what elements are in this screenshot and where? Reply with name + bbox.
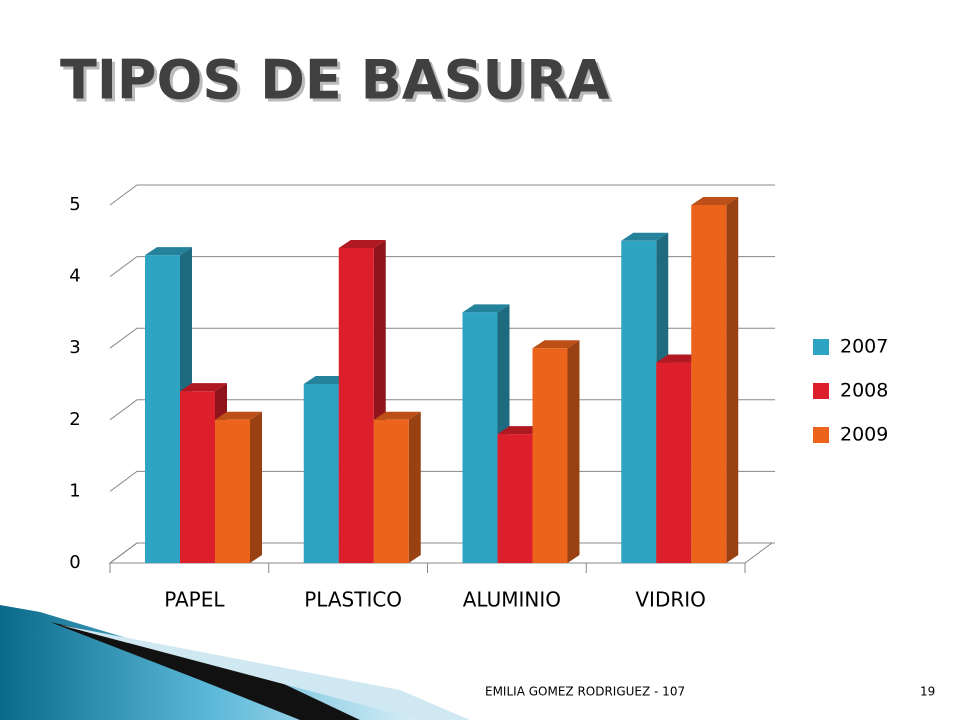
- bar-front: [532, 348, 568, 563]
- bar-top: [215, 411, 262, 420]
- bar-top: [532, 340, 580, 349]
- title-shadow: TIPOS DE BASURA: [63, 52, 613, 115]
- footer: EMILIA GOMEZ RODRIGUEZ - 107: [485, 685, 685, 699]
- bar-front: [621, 240, 657, 564]
- y-tick-label: 3: [69, 337, 80, 358]
- bar-side: [408, 411, 421, 563]
- bar-front: [303, 384, 339, 563]
- bar-top: [691, 197, 739, 205]
- bar-front: [373, 419, 409, 563]
- bar-front: [180, 391, 215, 563]
- grid-line: [109, 184, 775, 206]
- bar-top: [145, 247, 192, 256]
- bar-top: [373, 411, 421, 420]
- bar-front: [691, 205, 727, 563]
- x-tick-label: PLASTICO: [304, 588, 402, 612]
- bar-side: [726, 197, 739, 563]
- y-tick-label: 4: [69, 266, 80, 287]
- legend-swatch: [813, 427, 829, 443]
- y-tick-label: 0: [69, 552, 80, 573]
- bar-front: [145, 255, 180, 563]
- bar: [532, 340, 580, 563]
- x-tick-label: ALUMINIO: [463, 588, 561, 612]
- y-tick-label: 5: [69, 194, 80, 215]
- legend-swatch: [813, 339, 829, 355]
- legend-label: 2008: [840, 380, 888, 402]
- y-tick-label: 2: [69, 409, 80, 430]
- chart-title: TIPOS DE BASURA: [60, 49, 610, 112]
- x-tick-label: PAPEL: [164, 588, 225, 612]
- bar-front: [338, 247, 374, 563]
- legend-label: 2007: [840, 336, 888, 358]
- bar-top: [180, 383, 227, 392]
- bar-top: [462, 304, 510, 313]
- x-tick-label: VIDRIO: [635, 588, 706, 612]
- page-number: 19: [920, 685, 935, 699]
- bar-front: [462, 312, 498, 563]
- bar-front: [656, 362, 692, 563]
- chart: 0 1 2 3 4 5 PAPEL PLASTICO ALUMINIO VIDRIO 2007 200…: [69, 184, 888, 612]
- grid-line: [109, 327, 775, 349]
- grid-line: [109, 256, 775, 278]
- y-tick-label: 1: [69, 480, 80, 501]
- bar-front: [215, 419, 250, 563]
- bar-side: [567, 340, 580, 563]
- decoration: [60, 625, 470, 720]
- legend-swatch: [813, 383, 829, 399]
- bar-top: [621, 232, 669, 241]
- decoration: [50, 622, 360, 720]
- bar-front: [497, 434, 533, 563]
- bar: [373, 411, 421, 563]
- bar: [215, 411, 262, 563]
- legend-label: 2009: [840, 424, 888, 446]
- bar-top: [338, 239, 386, 248]
- bar: [691, 197, 739, 563]
- bar-side: [250, 411, 262, 563]
- bar: [145, 247, 192, 563]
